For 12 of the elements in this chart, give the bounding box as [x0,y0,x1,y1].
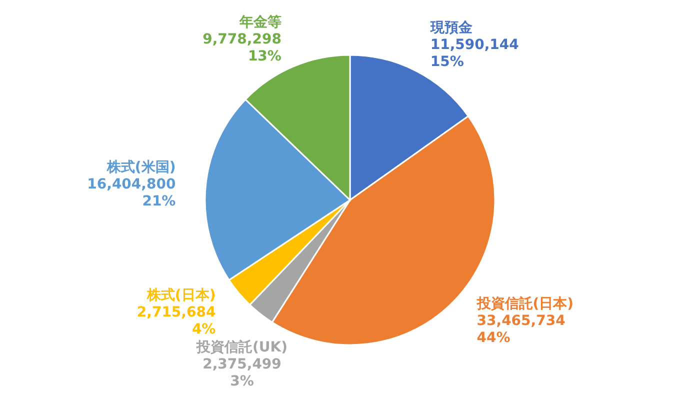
slice-label: 株式(米国) [106,160,176,176]
slice-label: 年金等 [238,14,282,30]
data-label: 11,590,144 15% [430,37,520,70]
slice-label: 現預金 [429,20,474,36]
data-label: 2,715,684 4% [136,304,216,338]
slice-label: 投資信託(日本) [476,296,574,312]
data-label: 33,465,734 44% [476,313,566,346]
data-label: 2,375,499 3% [202,356,282,390]
slice-label: 投資信託(UK) [196,340,288,356]
data-label: 16,404,800 21% [87,176,176,210]
data-label: 9,778,298 13% [202,31,282,64]
slice-label: 株式(日本) [146,288,216,304]
